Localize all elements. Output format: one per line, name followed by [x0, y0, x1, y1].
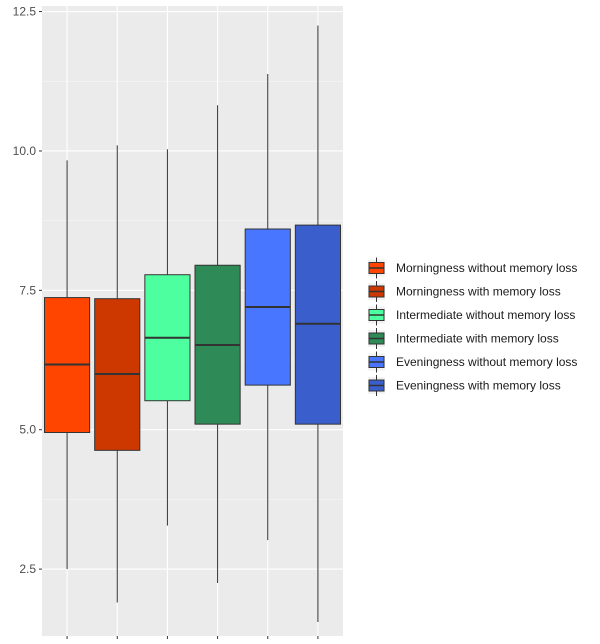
legend-item: Eveningness with memory loss [368, 375, 561, 396]
legend-label: Intermediate with memory loss [396, 332, 559, 346]
boxplot [194, 105, 241, 584]
boxplot [44, 160, 91, 570]
y-tick-label: 10.0 [13, 144, 37, 158]
boxplot [144, 149, 191, 526]
legend-item: Morningness with memory loss [368, 281, 561, 302]
legend-item: Intermediate without memory loss [368, 304, 575, 326]
boxplot [244, 74, 291, 541]
boxplot [294, 25, 341, 623]
y-tick-label: 12.5 [13, 5, 37, 19]
y-tick-label: 7.5 [19, 283, 36, 297]
y-tick-label: 5.0 [19, 423, 36, 437]
boxplot [94, 145, 141, 603]
panel-background [42, 6, 343, 636]
legend-label: Morningness with memory loss [396, 285, 561, 299]
y-axis: 2.5 5.0 7.5 10.0 12.5 [13, 5, 42, 576]
legend-item: Intermediate with memory loss [368, 328, 559, 349]
y-tick-label: 2.5 [19, 562, 36, 576]
legend-label: Intermediate without memory loss [396, 308, 575, 322]
legend-label: Eveningness without memory loss [396, 355, 577, 369]
legend-item: Morningness without memory loss [368, 257, 577, 279]
legend-item: Eveningness without memory loss [368, 351, 577, 373]
legend-label: Morningness without memory loss [396, 261, 577, 275]
boxplots [44, 25, 341, 623]
legend: Morningness without memory loss Morningne… [368, 257, 577, 396]
minor-gridlines [42, 80, 343, 500]
legend-label: Eveningness with memory loss [396, 379, 561, 393]
x-axis [66, 636, 319, 639]
